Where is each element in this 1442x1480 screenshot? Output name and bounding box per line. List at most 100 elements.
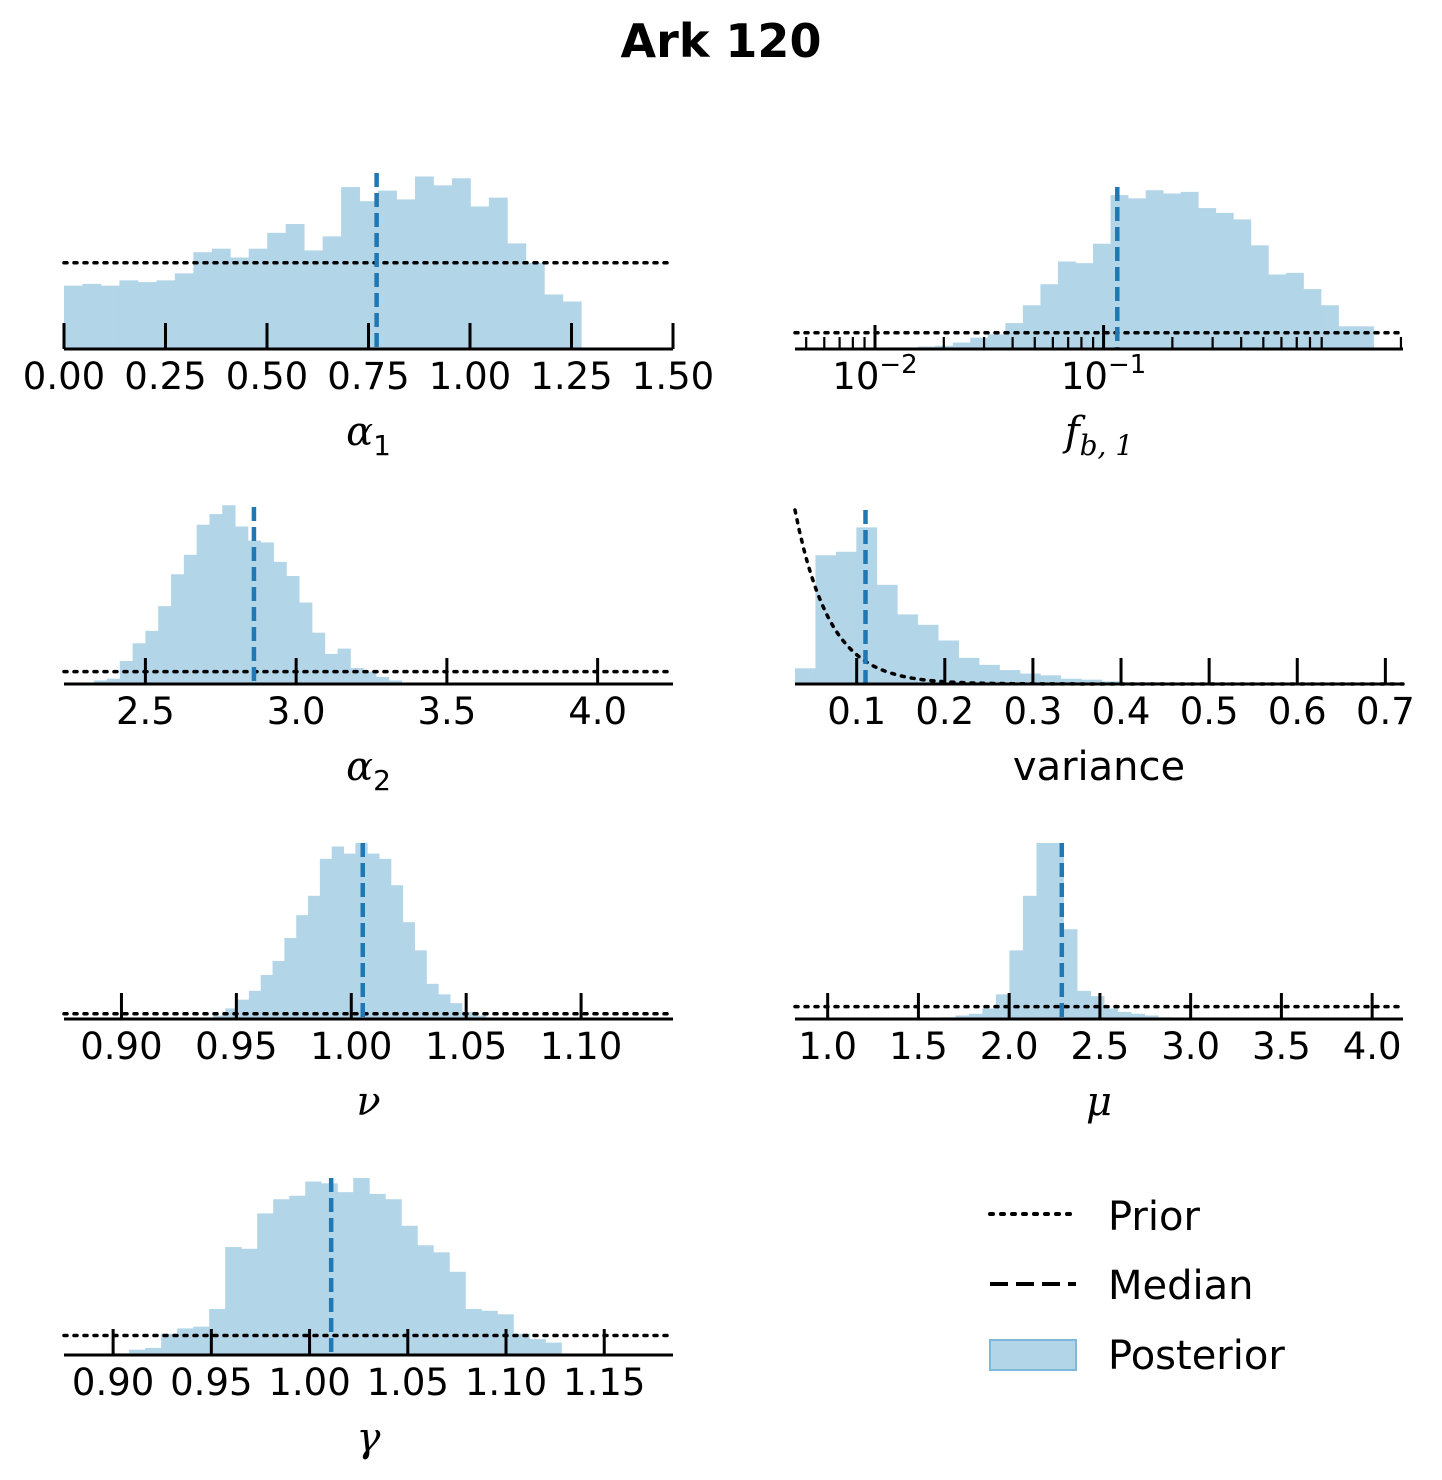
histogram-bar: [988, 334, 1006, 349]
histogram-bar: [296, 915, 308, 1019]
histogram-bar: [1146, 190, 1164, 349]
histogram-bar: [325, 654, 338, 684]
histogram-bar: [101, 286, 120, 349]
histogram-bar: [225, 1247, 241, 1355]
histogram-bar: [450, 1003, 462, 1019]
histogram-bar: [982, 1008, 996, 1019]
histogram-bar: [877, 585, 898, 684]
histogram-bar: [1216, 213, 1234, 349]
x-tick-label: 1.00: [310, 1025, 392, 1068]
histogram-bar: [261, 542, 274, 684]
histogram-bar: [193, 252, 212, 349]
histogram-bar: [312, 633, 325, 684]
x-tick-label: 0.95: [195, 1025, 277, 1068]
histogram-bar: [1321, 305, 1339, 349]
histogram-bar: [273, 961, 285, 1019]
histogram-bar: [1040, 284, 1058, 349]
histogram-bar: [305, 1182, 321, 1355]
x-tick-label: 1.05: [367, 1361, 449, 1404]
histogram-bar: [507, 243, 526, 349]
histogram-bar: [289, 1196, 305, 1355]
histogram-bar: [1163, 193, 1181, 349]
x-axis-label: α1: [346, 409, 391, 462]
histogram-bar: [320, 859, 332, 1019]
histogram-bar: [1023, 896, 1037, 1019]
x-tick-label: 0.2: [915, 690, 974, 733]
histogram-bar: [1303, 289, 1321, 349]
x-axis-label: variance: [1013, 744, 1185, 790]
histogram-bar: [273, 1199, 289, 1355]
x-tick-label: 2.5: [116, 690, 175, 733]
histogram-bar: [353, 1178, 369, 1355]
histogram-bar: [337, 1192, 353, 1355]
x-tick-label: 1.10: [465, 1361, 547, 1404]
histogram-bar: [970, 338, 988, 349]
histogram-bar: [1036, 843, 1050, 1019]
histogram-bar: [235, 526, 248, 684]
histogram-bar: [230, 257, 249, 349]
x-tick-label: 0.90: [72, 1361, 154, 1404]
histogram-bar: [145, 631, 158, 684]
histogram-bar: [378, 191, 397, 349]
x-tick-label: 0.25: [124, 355, 206, 398]
figure-title: Ark 120: [0, 14, 1442, 68]
legend: Prior Median Posterior: [990, 1194, 1285, 1379]
x-tick-label: 10−2: [832, 350, 917, 398]
histogram-bar: [415, 950, 427, 1019]
x-tick-label: 3.0: [1161, 1025, 1220, 1068]
histogram-bar: [470, 206, 489, 349]
x-tick-label: 0.50: [226, 355, 308, 398]
legend-median-label: Median: [1108, 1263, 1254, 1309]
histogram-bar: [184, 555, 197, 684]
histogram-bar: [119, 280, 138, 349]
x-axis-label: μ: [1086, 1079, 1112, 1125]
histogram-bar: [465, 1309, 481, 1355]
histogram-bar: [1198, 208, 1216, 349]
histogram-bar: [1009, 950, 1023, 1019]
histogram-bar: [367, 854, 379, 1019]
histogram-bar: [795, 668, 816, 684]
x-tick-label: 3.5: [417, 690, 476, 733]
x-tick-label: 1.10: [540, 1025, 622, 1068]
histogram-bar: [237, 1000, 249, 1019]
histogram-bar: [526, 263, 545, 349]
histogram-bar: [529, 1339, 545, 1355]
histogram-bar: [545, 1343, 561, 1355]
histogram-bar: [1268, 274, 1286, 349]
histogram-bar: [133, 643, 146, 684]
histogram-bar: [82, 284, 101, 349]
histogram-bar: [417, 1245, 433, 1355]
x-tick-label: 0.5: [1180, 690, 1239, 733]
histogram-bar: [481, 1311, 497, 1355]
histogram-bar: [257, 1213, 273, 1355]
x-tick-label: 0.00: [23, 355, 105, 398]
histogram-bar: [1076, 263, 1094, 349]
histogram-bar: [274, 562, 287, 684]
histogram-bar: [1058, 262, 1076, 349]
histogram-bar: [1356, 326, 1374, 349]
histogram-bar: [241, 1249, 257, 1355]
x-tick-label: 4.0: [1343, 1025, 1402, 1068]
x-tick-label: 1.0: [798, 1025, 857, 1068]
x-tick-label: 0.4: [1092, 690, 1151, 733]
x-tick-label: 2.0: [980, 1025, 1039, 1068]
x-tick-label: 1.05: [425, 1025, 507, 1068]
histogram-bar: [1338, 326, 1356, 349]
x-tick-label: 1.50: [632, 355, 714, 398]
histogram-bar: [1128, 198, 1146, 349]
legend-prior-label: Prior: [1108, 1194, 1200, 1240]
histogram-bar: [979, 665, 1000, 684]
histogram-bar: [344, 854, 356, 1019]
x-axis-label: γ: [357, 1415, 381, 1461]
legend-posterior-swatch: [990, 1340, 1076, 1370]
histogram-bar: [138, 282, 157, 349]
histogram-bar: [489, 198, 508, 349]
histogram-bar: [836, 552, 857, 684]
x-tick-label: 1.25: [530, 355, 612, 398]
histogram-bar: [449, 1272, 465, 1355]
histogram-bar: [379, 859, 391, 1019]
x-tick-label: 4.0: [568, 690, 627, 733]
